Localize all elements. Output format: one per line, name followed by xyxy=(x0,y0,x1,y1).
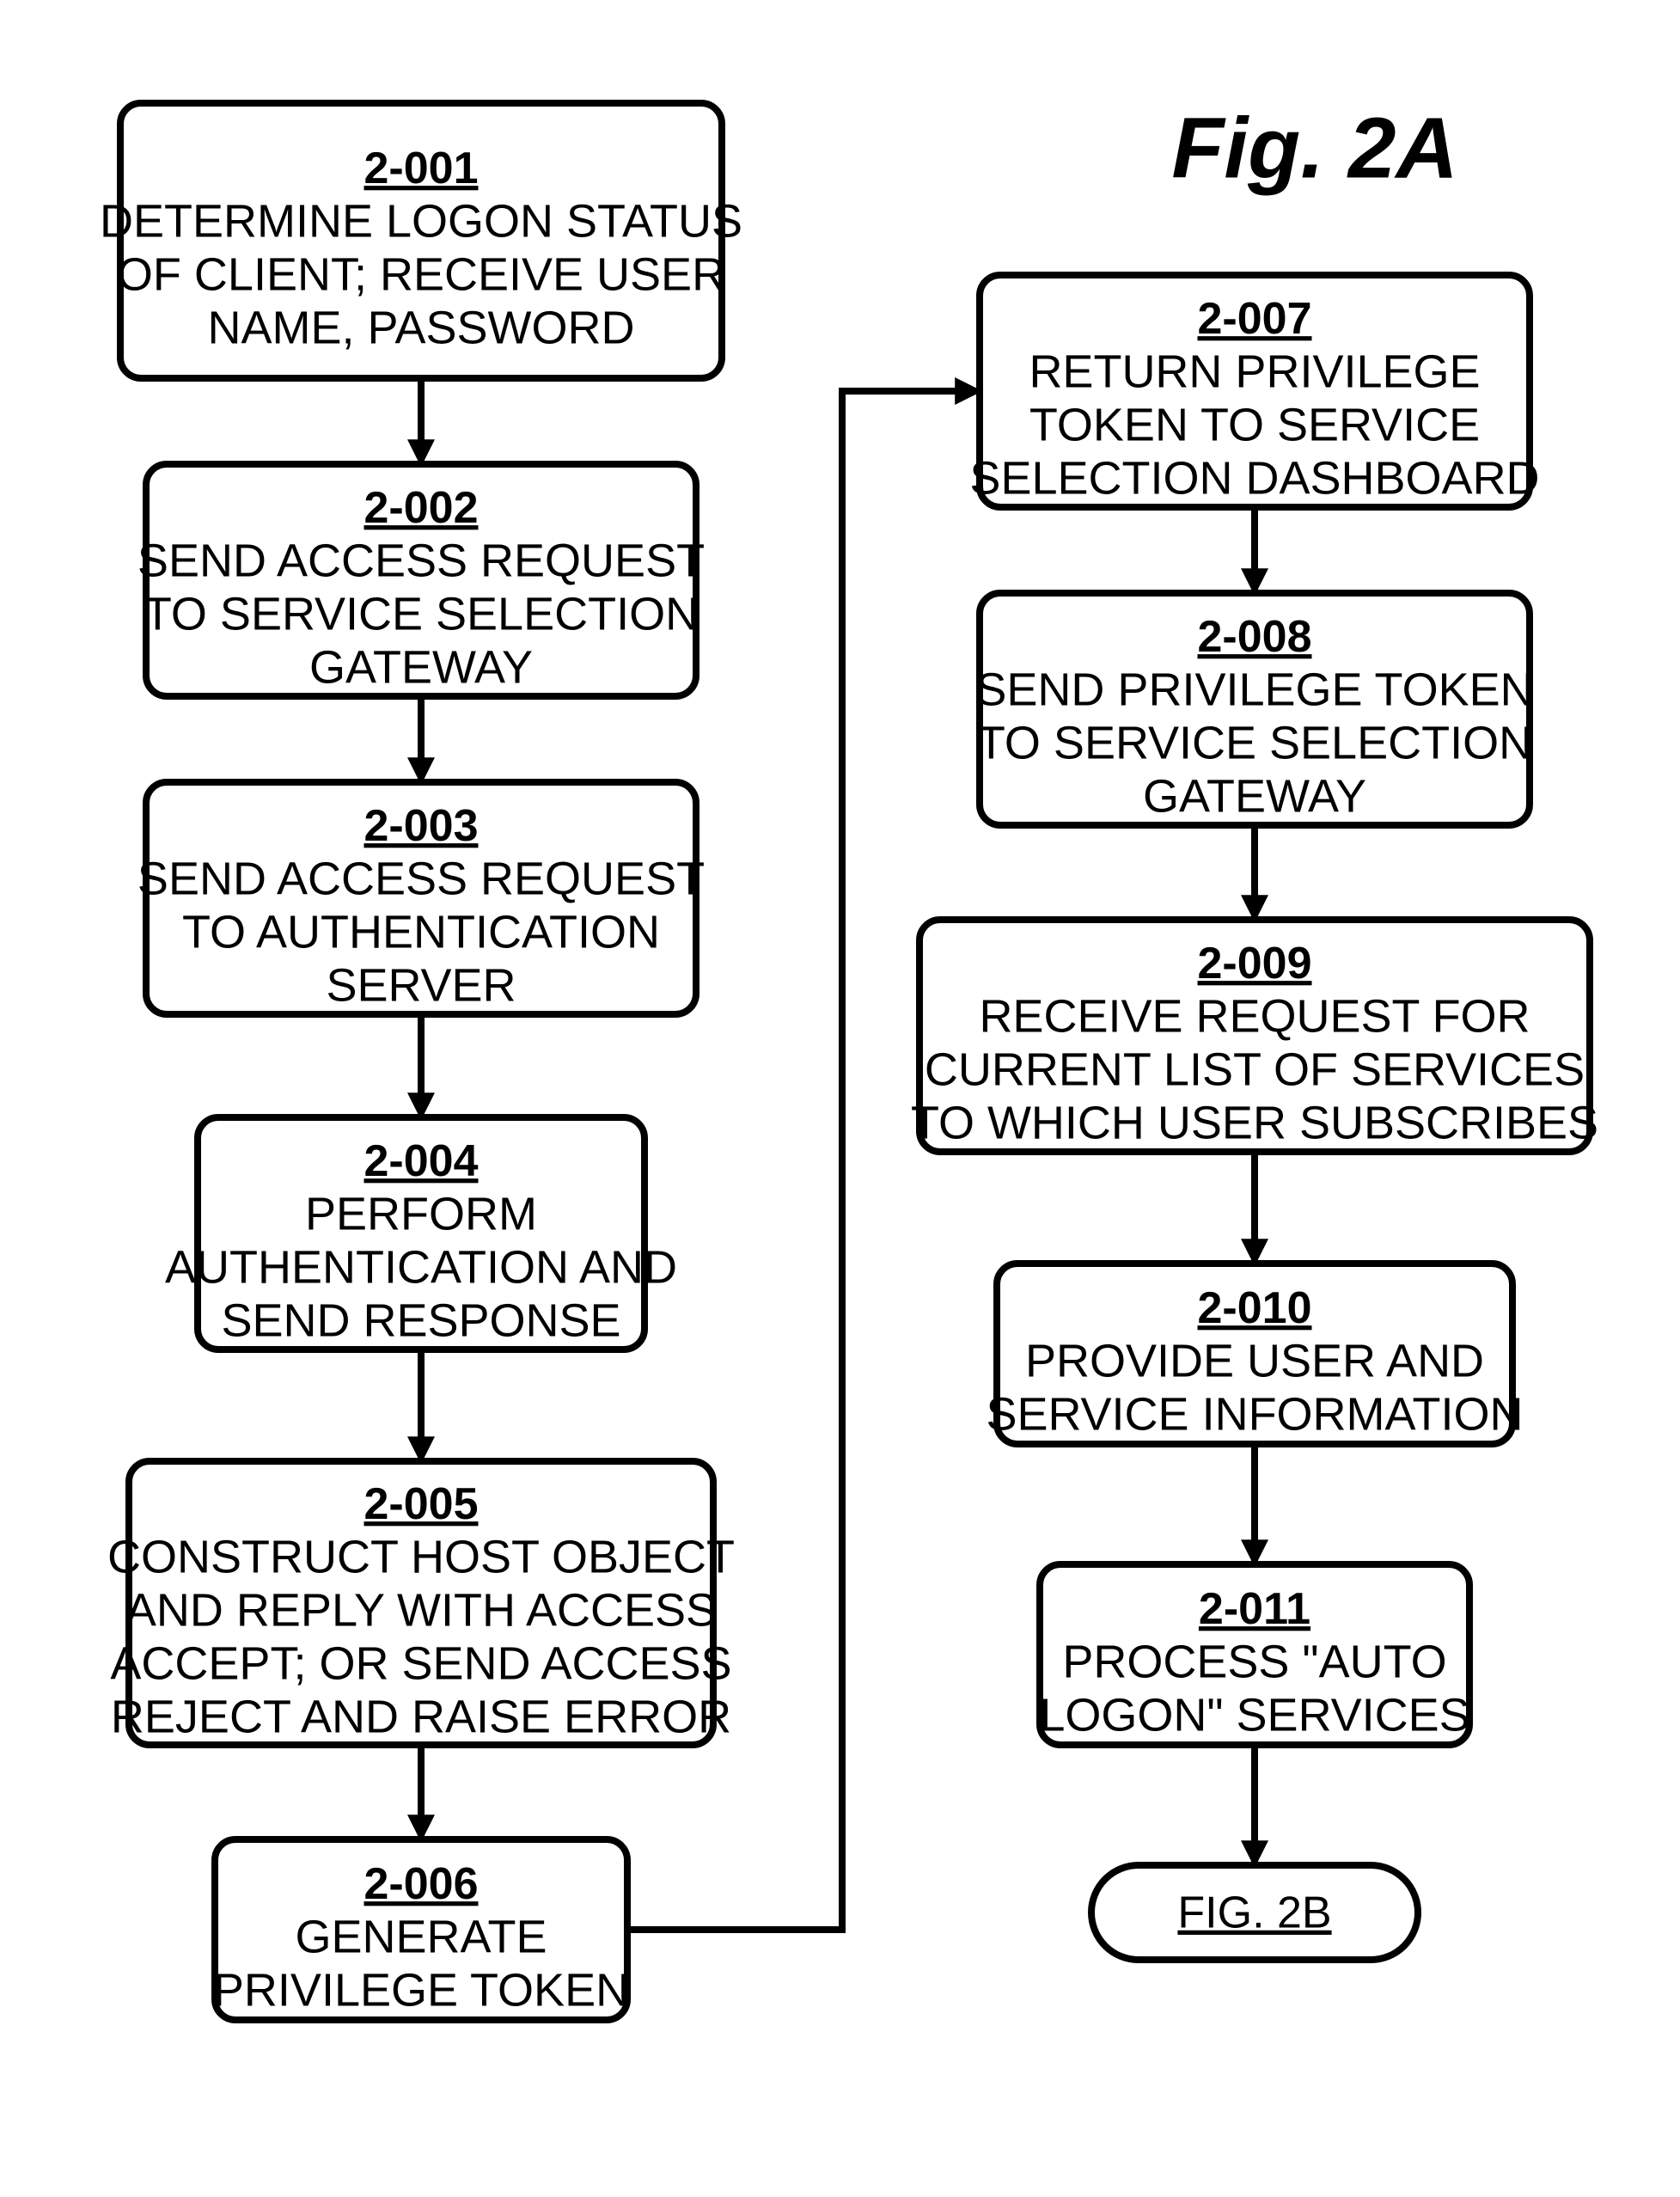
flow-node: 2-010PROVIDE USER ANDSERVICE INFORMATION xyxy=(986,1264,1523,1444)
node-text-line: SERVER xyxy=(326,960,516,1012)
node-text-line: REJECT AND RAISE ERROR xyxy=(111,1692,731,1743)
node-text-line: SERVICE INFORMATION xyxy=(986,1389,1523,1441)
node-text-line: GATEWAY xyxy=(1143,771,1366,823)
node-text-line: SEND ACCESS REQUEST xyxy=(137,854,705,905)
node-text-line: SEND PRIVILEGE TOKEN xyxy=(975,664,1533,716)
node-label: 2-004 xyxy=(364,1136,479,1186)
node-text-line: DETERMINE LOGON STATUS xyxy=(100,196,742,248)
node-text-line: TO WHICH USER SUBSCRIBES xyxy=(911,1098,1598,1149)
node-text-line: TO SERVICE SELECTION xyxy=(144,589,699,640)
node-text-line: CONSTRUCT HOST OBJECT xyxy=(107,1532,735,1583)
node-text-line: OF CLIENT; RECEIVE USER xyxy=(117,249,725,301)
terminal-label: FIG. 2B xyxy=(1177,1888,1331,1938)
node-text-line: NAME, PASSWORD xyxy=(207,303,634,354)
node-label: 2-006 xyxy=(364,1859,479,1909)
node-text-line: PROVIDE USER AND xyxy=(1025,1336,1484,1387)
figure-title: Fig. 2A xyxy=(1171,100,1457,196)
node-text-line: SEND RESPONSE xyxy=(221,1295,620,1347)
flow-node: 2-002SEND ACCESS REQUESTTO SERVICE SELEC… xyxy=(137,464,705,696)
flow-node: 2-011PROCESS "AUTOLOGON" SERVICES xyxy=(1039,1564,1469,1745)
node-label: 2-007 xyxy=(1198,294,1312,344)
flow-node: 2-009RECEIVE REQUEST FORCURRENT LIST OF … xyxy=(911,920,1598,1152)
flow-node: 2-007RETURN PRIVILEGETOKEN TO SERVICESEL… xyxy=(969,275,1539,507)
node-text-line: PERFORM xyxy=(305,1189,537,1240)
node-text-line: TO SERVICE SELECTION xyxy=(977,718,1532,769)
node-label: 2-002 xyxy=(364,483,479,533)
node-text-line: CURRENT LIST OF SERVICES xyxy=(925,1044,1585,1096)
node-label: 2-003 xyxy=(364,801,479,851)
node-text-line: AND REPLY WITH ACCESS xyxy=(125,1585,717,1637)
node-text-line: TO AUTHENTICATION xyxy=(182,907,660,958)
node-text-line: GATEWAY xyxy=(309,642,533,694)
node-label: 2-011 xyxy=(1199,1584,1310,1634)
node-text-line: LOGON" SERVICES xyxy=(1039,1690,1469,1741)
flowchart-figure: 2-001DETERMINE LOGON STATUSOF CLIENT; RE… xyxy=(0,0,1680,2197)
node-label: 2-008 xyxy=(1198,612,1312,662)
node-text-line: TOKEN TO SERVICE xyxy=(1029,400,1480,451)
node-label: 2-010 xyxy=(1198,1283,1312,1333)
node-label: 2-009 xyxy=(1198,939,1312,988)
node-text-line: PROCESS "AUTO xyxy=(1062,1637,1446,1688)
node-text-line: SEND ACCESS REQUEST xyxy=(137,535,705,587)
flow-node: 2-008SEND PRIVILEGE TOKENTO SERVICE SELE… xyxy=(975,593,1533,825)
flow-node: 2-006GENERATEPRIVILEGE TOKEN xyxy=(213,1839,629,2020)
node-label: 2-005 xyxy=(364,1479,479,1529)
node-label: 2-001 xyxy=(364,144,479,193)
flow-node: 2-003SEND ACCESS REQUESTTO AUTHENTICATIO… xyxy=(137,782,705,1014)
node-text-line: GENERATE xyxy=(295,1912,547,1963)
node-text-line: ACCEPT; OR SEND ACCESS xyxy=(110,1638,731,1690)
node-text-line: RECEIVE REQUEST FOR xyxy=(979,991,1530,1043)
node-text-line: SELECTION DASHBOARD xyxy=(969,453,1539,505)
flow-terminal: FIG. 2B xyxy=(1091,1865,1418,1960)
flow-node: 2-004PERFORMAUTHENTICATION ANDSEND RESPO… xyxy=(165,1117,677,1349)
node-text-line: PRIVILEGE TOKEN xyxy=(213,1965,629,2016)
node-text-line: RETURN PRIVILEGE xyxy=(1029,346,1480,398)
flow-node: 2-001DETERMINE LOGON STATUSOF CLIENT; RE… xyxy=(100,103,742,378)
flow-node: 2-005CONSTRUCT HOST OBJECTAND REPLY WITH… xyxy=(107,1461,735,1745)
node-text-line: AUTHENTICATION AND xyxy=(165,1242,677,1294)
